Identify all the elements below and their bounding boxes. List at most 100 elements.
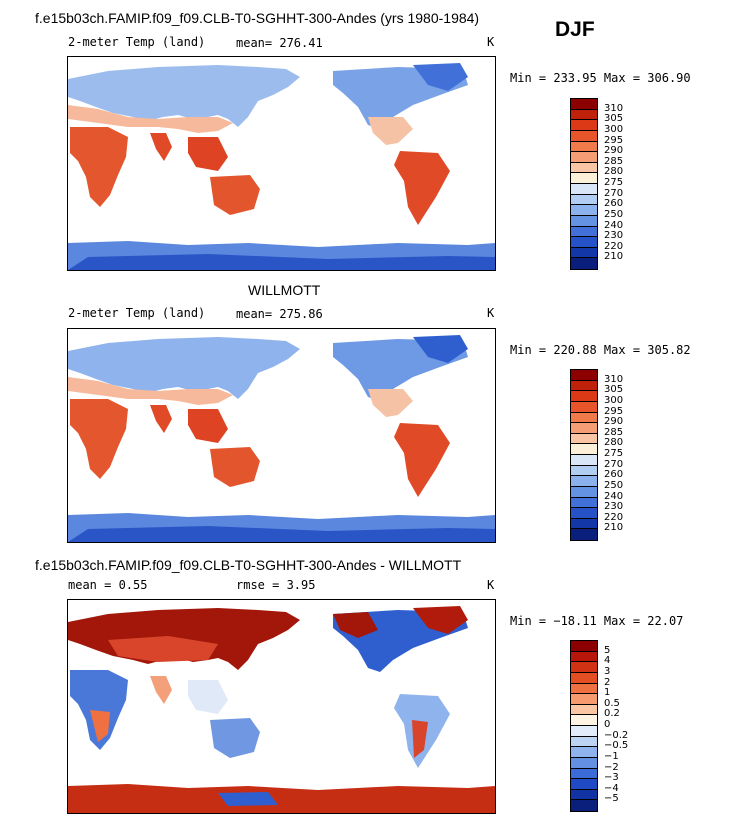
panel2-colorbar-box [571,391,597,402]
panel3-samerica-warm [412,720,428,758]
panel2-colorbar-label: 310 [604,373,624,385]
panel1-colorbar-label: 285 [604,155,624,167]
panel2-colorbar-label: 260 [604,469,624,481]
panel3-colorbar-label: 5 [604,644,611,656]
panel3-africa [70,670,128,750]
panel3-colorbar-box [571,800,597,811]
panel1-colorbar-box [571,205,597,216]
panel3-australia [210,718,260,758]
panel3-colorbar-label: 3 [604,665,611,677]
panel3-colorbar-box [571,694,597,705]
panel2-eurasia-warm [68,377,233,405]
panel2-colorbar-label: 295 [604,405,624,417]
panel2-colorbar-box [571,401,597,413]
panel2-colorbar-box [571,433,597,445]
panel1-colorbar-box [571,194,597,206]
panel2-colorbar-box [571,444,597,455]
panel1-left-label: 2-meter Temp (land) [68,35,206,49]
panel3-minmax: Min = −18.11 Max = 22.07 [510,614,684,628]
panel3-colorbar-box [571,715,597,726]
panel1-colorbar-label: 280 [604,166,624,178]
panel1-colorbar-label: 300 [604,123,624,135]
panel1-colorbar-box [571,130,597,142]
panel3-africa-warm [90,710,110,742]
panel2-map-svg [68,329,495,542]
panel1-colorbar-label: 270 [604,187,624,199]
panel3-colorbar-label: −1 [604,750,619,762]
panel3-colorbar-label: −0.2 [604,729,629,741]
panel2-colorbar-label: 290 [604,416,624,428]
panel1-colorbar [570,98,598,270]
panel2-colorbar-box [571,497,597,509]
panel3-colorbar-box [571,747,597,758]
panel1-colorbar-box [571,247,597,259]
panel3-colorbar-box [571,779,597,790]
panel1-center-label: mean= 276.41 [236,36,323,50]
panel3-colorbar-label: −3 [604,772,619,784]
panel2-colorbar-box [571,380,597,392]
panel1-colorbar-box [571,226,597,238]
panel3-colorbar-label: 0 [604,719,611,730]
panel3-colorbar-box [571,662,597,673]
panel3-map-svg [68,600,495,813]
panel3-centralasia [108,636,218,662]
panel1-title: f.e15b03ch.FAMIP.f09_f09.CLB-T0-SGHHT-30… [35,10,480,26]
panel2-center-label: mean= 275.86 [236,307,323,321]
panel3-map [67,599,496,814]
panel3-alaska [333,612,378,638]
panel3-units: K [487,578,495,592]
panel2-colorbar-box [571,529,597,540]
panel2-colorbar-label: 300 [604,394,624,406]
panel1-namerica-south [368,117,413,145]
panel1-colorbar-label: 210 [604,251,624,263]
panel2-title: WILLMOTT [248,282,321,298]
panel2-colorbar [570,369,598,541]
panel2-colorbar-label: 275 [604,448,624,459]
panel3-india [150,676,172,704]
panel1-colorbar-label: 260 [604,198,624,210]
panel3-antarctica-cold [218,792,278,806]
panel3-colorbar-label: 4 [604,655,611,667]
panel2-colorbar-label: 240 [604,490,624,502]
panel3-title: f.e15b03ch.FAMIP.f09_f09.CLB-T0-SGHHT-30… [35,557,462,573]
panel2-colorbar-box [571,486,597,498]
panel1-seasia [188,137,228,171]
panel2-seasia [188,409,228,443]
panel2-colorbar-label: 285 [604,426,624,438]
panel1-map-svg [68,57,495,270]
panel2-colorbar-box [571,423,597,434]
panel1-africa [70,127,128,207]
panel3-center-label: rmse = 3.95 [236,578,316,592]
panel2-colorbar-box [571,518,597,530]
panel3-colorbar [570,640,598,812]
panel1-samerica [394,151,450,225]
panel2-india [150,405,172,433]
panel1-colorbar-label: 230 [604,230,624,242]
panel2-colorbar-box [571,465,597,477]
panel2-colorbar-label: 210 [604,522,624,534]
panel1-eurasia [68,65,300,127]
panel2-left-label: 2-meter Temp (land) [68,306,206,320]
panel1-minmax: Min = 233.95 Max = 306.90 [510,71,691,85]
panel3-colorbar-label: −4 [604,782,619,794]
panel2-greenland [413,335,468,363]
panel2-colorbar-box [571,508,597,519]
panel1-australia [210,175,260,215]
panel1-colorbar-label: 310 [604,102,624,114]
panel2-colorbar-label: 305 [604,384,624,396]
panel3-colorbar-box [571,641,597,652]
panel1-colorbar-box [571,237,597,248]
panel2-map [67,328,496,543]
panel1-colorbar-label: 240 [604,219,624,231]
panel2-africa [70,399,128,479]
panel1-colorbar-box [571,141,597,153]
panel3-colorbar-box [571,726,597,737]
panel3-colorbar-label: 0.5 [604,697,620,709]
panel1-colorbar-box [571,184,597,195]
panel2-colorbar-box [571,412,597,424]
panel3-colorbar-box [571,672,597,684]
panel3-colorbar-box [571,704,597,716]
panel3-colorbar-box [571,651,597,663]
panel3-left-label: mean = 0.55 [68,578,148,592]
panel2-colorbar-label: 230 [604,501,624,513]
